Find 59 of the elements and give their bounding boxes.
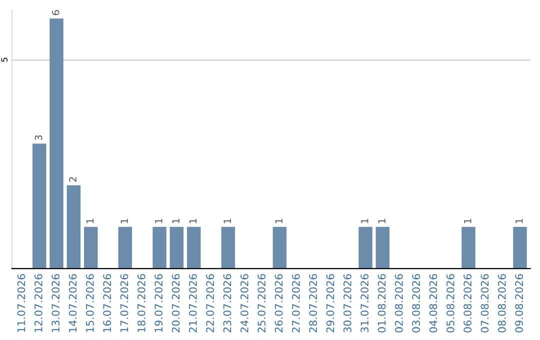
x-tick-label: 24.07.2026 [240,274,248,332]
bar [84,226,98,269]
x-tick-label: 08.08.2026 [498,274,506,332]
bar [221,226,236,269]
x-tick-label: 02.08.2026 [394,274,403,332]
bar [186,226,201,269]
x-tick-label: 15.07.2026 [86,274,94,332]
x-tick-label: 03.08.2026 [412,274,420,332]
x-tick-label: 19.07.2026 [154,274,163,332]
x-tick-label: 23.07.2026 [223,274,232,332]
x-tick-label: 17.07.2026 [120,274,128,332]
data-label: 1 [86,218,94,224]
data-label: 1 [120,218,128,224]
x-tick-label: 05.08.2026 [446,274,454,332]
data-label: 3 [34,135,42,140]
x-tick-label: 20.07.2026 [172,274,180,332]
x-tick-label: 14.07.2026 [68,274,77,332]
bar [358,226,372,269]
bar [272,226,287,269]
x-tick-label: 04.08.2026 [429,274,438,332]
data-label: 1 [224,218,231,224]
x-tick-label: 01.08.2026 [378,274,386,332]
x-tick-label: 29.07.2026 [326,274,334,332]
x-tick-label: 21.07.2026 [188,274,197,332]
bar [462,226,476,269]
data-label: 1 [378,218,386,224]
x-tick-label: 11.07.2026 [17,274,26,332]
x-tick-label: 07.08.2026 [480,274,489,332]
x-tick-label: 12.07.2026 [34,274,42,332]
data-label: 1 [155,218,162,224]
bar [513,226,527,269]
bar [170,226,184,269]
data-label: 6 [52,10,60,16]
x-tick-label: 25.07.2026 [258,274,266,332]
bar [50,18,64,269]
bar [66,185,81,269]
x-tick-label: 28.07.2026 [309,274,318,332]
x-tick-label: 09.08.2026 [515,274,524,332]
data-label: 1 [464,218,472,224]
data-label: 2 [69,177,76,182]
x-tick-label: 30.07.2026 [343,274,352,332]
bar [32,144,46,269]
bar [118,226,132,269]
data-label: 1 [275,218,282,224]
x-tick-label: 27.07.2026 [292,274,300,332]
x-tick-label: 18.07.2026 [137,274,146,332]
data-label: 1 [361,218,368,224]
x-tick-label: 16.07.2026 [103,274,112,332]
data-label: 1 [516,218,523,224]
x-tick-label: 31.07.2026 [360,274,369,332]
bar [152,226,166,269]
x-tick-label: 26.07.2026 [274,274,283,332]
y-tick-label: 5 [1,58,8,62]
data-label: 1 [189,218,197,224]
x-tick-label: 13.07.2026 [52,274,60,332]
data-label: 1 [172,218,180,224]
x-tick-label: 22.07.2026 [206,274,214,332]
x-tick-label: 06.08.2026 [464,274,472,332]
bar [376,226,390,269]
